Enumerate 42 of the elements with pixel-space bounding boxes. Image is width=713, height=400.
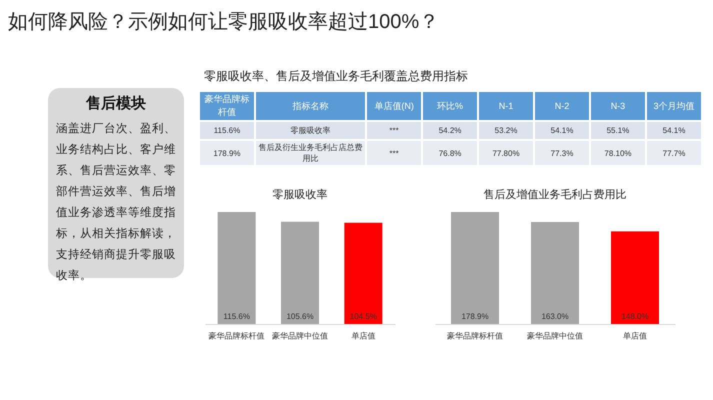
text: ***: [389, 148, 399, 158]
text: 如何降风险？示例如何让零服吸收率超过100%？: [8, 10, 440, 35]
text: 54.2%: [438, 126, 462, 135]
text: 78.10%: [604, 148, 632, 158]
category-label: 3个月均值: [646, 92, 701, 120]
text: 77.3%: [550, 148, 574, 158]
chart-title: 零服吸收率: [272, 188, 328, 201]
x-tick-label: 豪华品牌标杆值: [447, 332, 503, 340]
category-label: 单店值(N): [367, 92, 422, 120]
text: 涵盖进厂台次、盈利、业务结构占比、客户维系、售后营运效率、零部件营运效率、售后增值业务渗透率等维度指标，从相关指标解读，支持经销商提升零服吸收率。: [56, 121, 176, 284]
category-label: 豪华品牌标杆值: [200, 92, 254, 120]
text: 77.7%: [662, 148, 686, 158]
category-label: 环比%: [423, 92, 478, 120]
text: 178.9%: [213, 148, 241, 158]
x-tick-label: 豪华品牌中位值: [527, 332, 583, 340]
text: 54.1%: [550, 126, 574, 135]
data-label: 148.0%: [621, 312, 649, 321]
text: 54.1%: [662, 126, 686, 135]
data-label: 105.6%: [286, 312, 314, 321]
text: 售后及衍生业务毛利占店总费用比: [258, 143, 363, 163]
text: 53.2%: [494, 126, 518, 135]
chart-title: 售后及增值业务毛利占费用比: [484, 188, 626, 201]
x-tick-label: 单店值: [351, 332, 376, 340]
text: 售后模块: [84, 94, 147, 113]
text: 115.6%: [214, 126, 240, 135]
text: 77.80%: [492, 148, 520, 158]
data-label: 104.5%: [350, 312, 377, 321]
data-label: 178.9%: [461, 312, 489, 321]
data-label: 163.0%: [541, 312, 569, 321]
category-label: N-2: [535, 92, 589, 120]
x-tick-label: 豪华品牌中位值: [272, 332, 328, 340]
x-tick-label: 单店值: [623, 332, 647, 340]
text: 零服吸收率: [290, 126, 331, 135]
text: 55.1%: [606, 126, 630, 135]
category-label: N-3: [590, 92, 645, 120]
category-label: N-1: [479, 92, 533, 120]
text: 76.8%: [438, 148, 462, 158]
x-tick-label: 豪华品牌标杆值: [208, 332, 265, 340]
text: 零服吸收率、售后及增值业务毛利覆盖总费用指标: [204, 68, 469, 85]
text: ***: [389, 126, 399, 135]
data-label: 115.6%: [223, 312, 250, 321]
category-label: 指标名称: [256, 92, 366, 120]
